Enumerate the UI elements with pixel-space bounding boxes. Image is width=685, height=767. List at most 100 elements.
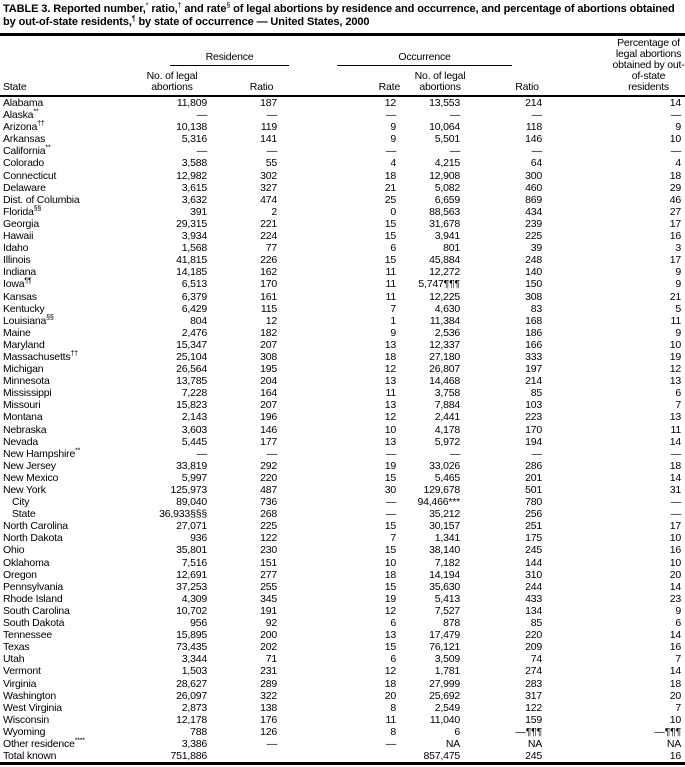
cell-occ-ratio: 283: [525, 677, 543, 690]
cell-res-rate: 15: [384, 217, 397, 230]
cell-res-number: 2,873: [181, 701, 207, 714]
cell-occ-ratio: 150: [525, 278, 543, 291]
cell-res-rate: —: [385, 737, 397, 750]
state-name: Montana: [3, 411, 43, 424]
cell-occ-number: 5,747¶¶¶: [418, 278, 461, 291]
cell-occ-ratio: 103: [525, 399, 543, 412]
cell-res-rate: 15: [384, 520, 397, 533]
cell-res-ratio: [212, 750, 292, 766]
cell-res-number: 14,185: [176, 266, 207, 279]
cell-occ-rate: 4: [675, 157, 682, 170]
cell-state: Maine: [0, 327, 100, 339]
cell-state: Vermont: [0, 665, 100, 677]
cell-state: Colorado: [0, 157, 100, 169]
cell-state: State: [0, 508, 100, 520]
cell-res-rate: 18: [384, 568, 397, 581]
cell-res-ratio: —: [266, 737, 278, 750]
cell-occ-ratio: —¶¶¶: [515, 725, 543, 738]
cell-res-rate: 4: [390, 157, 397, 170]
cell-occ-number: 129,678: [423, 484, 461, 496]
cell-res-ratio: 195: [260, 363, 278, 376]
cell-occ-number: 5,413: [434, 592, 461, 605]
cell-res-number: 5,997: [181, 471, 207, 484]
cell-occ-rate: —: [670, 145, 682, 158]
state-name: Minnesota: [3, 375, 50, 388]
cell-occ-number: 88,563: [429, 205, 461, 218]
state-name: Florida: [3, 205, 34, 218]
cell-occ-rate: 16: [552, 750, 685, 766]
cell-occ-number: 3,509: [434, 653, 461, 666]
cell-occ-rate: —: [670, 508, 682, 521]
cell-res-rate: 21: [384, 181, 397, 194]
cell-res-ratio: 302: [260, 169, 278, 182]
cell-res-number: 391: [190, 205, 207, 218]
cell-occ-ratio: 85: [530, 617, 543, 630]
state-name: Maine: [3, 326, 31, 339]
cell-res-ratio: 71: [265, 653, 278, 666]
cell-res-number: —: [196, 109, 208, 122]
cell-res-ratio: 292: [260, 459, 278, 472]
cell-occ-rate: 10: [669, 338, 682, 351]
cell-res-ratio: 187: [260, 97, 278, 109]
state-name: New Jersey: [3, 459, 56, 472]
cell-res-ratio: 220: [260, 471, 278, 484]
cell-occ-number: 76,121: [429, 641, 461, 654]
cell-res-rate: 11: [385, 266, 397, 279]
cell-res-number: 3,344: [181, 653, 207, 666]
cell-occ-rate: 17: [669, 520, 682, 533]
cell-state: Utah: [0, 653, 100, 665]
cell-occ-number: 33,026: [429, 459, 461, 472]
cell-occ-number: 7,182: [434, 556, 461, 569]
cell-occ-ratio: 146: [525, 133, 543, 146]
state-name: New Mexico: [3, 471, 59, 484]
state-name: Alabama: [3, 97, 44, 109]
cell-occ-ratio: 175: [525, 532, 543, 545]
cell-state: Florida§§: [0, 205, 100, 218]
cell-occ-number: 38,140: [429, 544, 461, 557]
cell-occ-rate: 18: [669, 169, 682, 182]
cell-occ-rate: —: [670, 496, 682, 509]
cell-occ-ratio: —: [531, 109, 543, 122]
table-row: South Dakota95692687885619.4: [0, 617, 685, 629]
cell-state: Virginia: [0, 678, 100, 690]
state-name: Illinois: [3, 254, 31, 267]
cell-occ-rate: 19: [669, 350, 682, 363]
header-res-ratio: Ratio: [249, 81, 274, 93]
cell-res-ratio: 115: [260, 302, 278, 315]
cell-res-number: 27,071: [176, 520, 207, 533]
state-name: Indiana: [3, 266, 37, 279]
cell-res-number: 15,895: [176, 629, 207, 642]
cell-res-rate: 20: [384, 689, 397, 702]
cell-occ-ratio: 118: [525, 121, 543, 134]
cell-occ-rate: 14: [669, 629, 682, 642]
cell-res-rate: —: [385, 109, 397, 122]
cell-res-ratio: 191: [260, 604, 278, 617]
state-name: Texas: [3, 641, 30, 654]
state-name: Virginia: [3, 677, 37, 690]
table-title: TABLE 3. Reported number,* ratio,† and r…: [3, 2, 675, 28]
state-name: California: [3, 145, 46, 158]
cell-res-rate: 9: [390, 326, 397, 339]
cell-res-ratio: —: [266, 447, 278, 460]
cell-occ-ratio: 214: [525, 97, 543, 109]
state-name: West Virginia: [3, 701, 62, 714]
footnote-mark: ††: [37, 120, 45, 128]
cell-state: North Dakota: [0, 532, 100, 544]
cell-res-number: 25,104: [176, 350, 207, 363]
cell-occ-rate: 10: [669, 713, 682, 726]
cell-res-number: 37,253: [176, 580, 207, 593]
cell-res-rate: —: [385, 496, 397, 509]
